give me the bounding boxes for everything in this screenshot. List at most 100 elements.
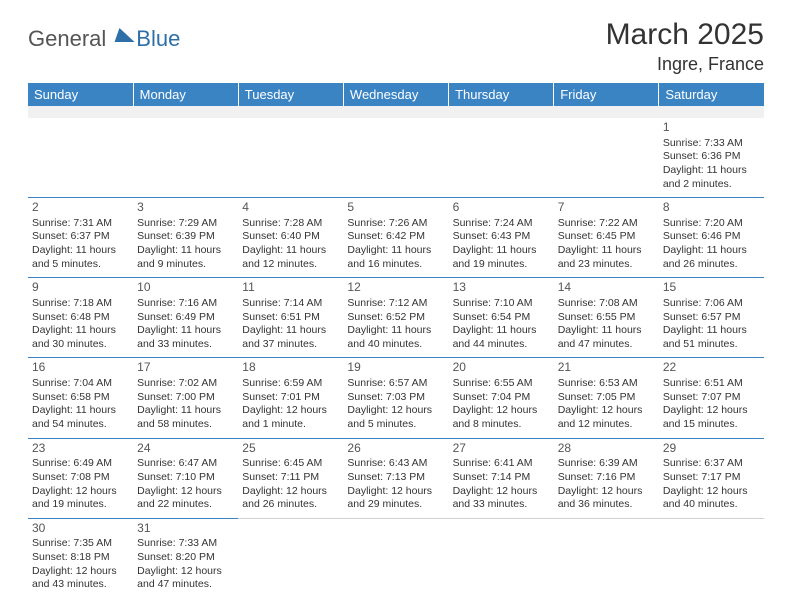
sunrise-line: Sunrise: 7:08 AM: [558, 297, 655, 311]
day-number: 15: [663, 280, 760, 296]
daylight-line: Daylight: 11 hours and 2 minutes.: [663, 164, 760, 191]
day-number: 21: [558, 360, 655, 376]
day-number: 24: [137, 441, 234, 457]
sunset-line: Sunset: 7:08 PM: [32, 471, 129, 485]
sunset-line: Sunset: 6:43 PM: [453, 230, 550, 244]
sunset-line: Sunset: 6:46 PM: [663, 230, 760, 244]
calendar-cell: 10Sunrise: 7:16 AMSunset: 6:49 PMDayligh…: [133, 278, 238, 358]
day-number: 17: [137, 360, 234, 376]
calendar-table: Sunday Monday Tuesday Wednesday Thursday…: [28, 83, 764, 598]
day-number: 10: [137, 280, 234, 296]
calendar-cell: 20Sunrise: 6:55 AMSunset: 7:04 PMDayligh…: [449, 358, 554, 438]
sunrise-line: Sunrise: 7:16 AM: [137, 297, 234, 311]
sunset-line: Sunset: 7:01 PM: [242, 391, 339, 405]
calendar-cell: 31Sunrise: 7:33 AMSunset: 8:20 PMDayligh…: [133, 518, 238, 598]
day-number: 1: [663, 120, 760, 136]
sunset-line: Sunset: 7:14 PM: [453, 471, 550, 485]
day-number: 7: [558, 200, 655, 216]
day-number: 30: [32, 521, 129, 537]
logo: General Blue: [28, 26, 180, 52]
day-number: 6: [453, 200, 550, 216]
sunset-line: Sunset: 7:11 PM: [242, 471, 339, 485]
blank-row: [28, 106, 764, 118]
sunrise-line: Sunrise: 6:37 AM: [663, 457, 760, 471]
calendar-cell: 12Sunrise: 7:12 AMSunset: 6:52 PMDayligh…: [343, 278, 448, 358]
daylight-line: Daylight: 11 hours and 19 minutes.: [453, 244, 550, 271]
day-number: 3: [137, 200, 234, 216]
calendar-cell: 16Sunrise: 7:04 AMSunset: 6:58 PMDayligh…: [28, 358, 133, 438]
calendar-row: 9Sunrise: 7:18 AMSunset: 6:48 PMDaylight…: [28, 278, 764, 358]
sunset-line: Sunset: 6:45 PM: [558, 230, 655, 244]
daylight-line: Daylight: 12 hours and 26 minutes.: [242, 485, 339, 512]
sunrise-line: Sunrise: 7:33 AM: [663, 137, 760, 151]
calendar-cell: 24Sunrise: 6:47 AMSunset: 7:10 PMDayligh…: [133, 438, 238, 518]
logo-sail-icon: [110, 28, 135, 42]
calendar-cell: 21Sunrise: 6:53 AMSunset: 7:05 PMDayligh…: [554, 358, 659, 438]
header: General Blue March 2025 Ingre, France: [28, 18, 764, 75]
calendar-cell: [28, 118, 133, 198]
daylight-line: Daylight: 11 hours and 54 minutes.: [32, 404, 129, 431]
sunrise-line: Sunrise: 7:12 AM: [347, 297, 444, 311]
calendar-cell: [238, 518, 343, 598]
sunset-line: Sunset: 7:16 PM: [558, 471, 655, 485]
daylight-line: Daylight: 12 hours and 22 minutes.: [137, 485, 234, 512]
sunrise-line: Sunrise: 7:31 AM: [32, 217, 129, 231]
calendar-cell: [554, 518, 659, 598]
calendar-cell: 27Sunrise: 6:41 AMSunset: 7:14 PMDayligh…: [449, 438, 554, 518]
sunrise-line: Sunrise: 6:41 AM: [453, 457, 550, 471]
daylight-line: Daylight: 12 hours and 12 minutes.: [558, 404, 655, 431]
calendar-cell: [133, 118, 238, 198]
sunset-line: Sunset: 6:37 PM: [32, 230, 129, 244]
calendar-cell: 6Sunrise: 7:24 AMSunset: 6:43 PMDaylight…: [449, 198, 554, 278]
weekday-header: Sunday: [28, 83, 133, 106]
calendar-cell: 22Sunrise: 6:51 AMSunset: 7:07 PMDayligh…: [659, 358, 764, 438]
calendar-cell: 9Sunrise: 7:18 AMSunset: 6:48 PMDaylight…: [28, 278, 133, 358]
sunset-line: Sunset: 8:18 PM: [32, 551, 129, 565]
sunrise-line: Sunrise: 6:47 AM: [137, 457, 234, 471]
sunset-line: Sunset: 6:39 PM: [137, 230, 234, 244]
day-number: 31: [137, 521, 234, 537]
daylight-line: Daylight: 12 hours and 43 minutes.: [32, 565, 129, 592]
calendar-cell: 25Sunrise: 6:45 AMSunset: 7:11 PMDayligh…: [238, 438, 343, 518]
day-number: 27: [453, 441, 550, 457]
daylight-line: Daylight: 11 hours and 12 minutes.: [242, 244, 339, 271]
sunrise-line: Sunrise: 6:43 AM: [347, 457, 444, 471]
sunrise-line: Sunrise: 7:14 AM: [242, 297, 339, 311]
calendar-cell: 15Sunrise: 7:06 AMSunset: 6:57 PMDayligh…: [659, 278, 764, 358]
sunrise-line: Sunrise: 7:35 AM: [32, 537, 129, 551]
day-number: 23: [32, 441, 129, 457]
calendar-head: Sunday Monday Tuesday Wednesday Thursday…: [28, 83, 764, 106]
daylight-line: Daylight: 11 hours and 30 minutes.: [32, 324, 129, 351]
calendar-cell: 26Sunrise: 6:43 AMSunset: 7:13 PMDayligh…: [343, 438, 448, 518]
calendar-body: 1Sunrise: 7:33 AMSunset: 6:36 PMDaylight…: [28, 106, 764, 598]
daylight-line: Daylight: 11 hours and 40 minutes.: [347, 324, 444, 351]
calendar-cell: 17Sunrise: 7:02 AMSunset: 7:00 PMDayligh…: [133, 358, 238, 438]
sunrise-line: Sunrise: 7:04 AM: [32, 377, 129, 391]
day-number: 5: [347, 200, 444, 216]
calendar-cell: 2Sunrise: 7:31 AMSunset: 6:37 PMDaylight…: [28, 198, 133, 278]
daylight-line: Daylight: 11 hours and 44 minutes.: [453, 324, 550, 351]
daylight-line: Daylight: 12 hours and 19 minutes.: [32, 485, 129, 512]
sunrise-line: Sunrise: 6:53 AM: [558, 377, 655, 391]
sunrise-line: Sunrise: 7:33 AM: [137, 537, 234, 551]
logo-text-general: General: [28, 26, 106, 52]
daylight-line: Daylight: 12 hours and 1 minute.: [242, 404, 339, 431]
calendar-cell: 8Sunrise: 7:20 AMSunset: 6:46 PMDaylight…: [659, 198, 764, 278]
day-number: 14: [558, 280, 655, 296]
calendar-cell: [659, 518, 764, 598]
sunset-line: Sunset: 6:49 PM: [137, 311, 234, 325]
sunset-line: Sunset: 7:13 PM: [347, 471, 444, 485]
sunrise-line: Sunrise: 6:59 AM: [242, 377, 339, 391]
weekday-header: Friday: [554, 83, 659, 106]
calendar-cell: [238, 118, 343, 198]
sunset-line: Sunset: 6:42 PM: [347, 230, 444, 244]
sunset-line: Sunset: 8:20 PM: [137, 551, 234, 565]
sunrise-line: Sunrise: 7:06 AM: [663, 297, 760, 311]
sunset-line: Sunset: 7:05 PM: [558, 391, 655, 405]
sunrise-line: Sunrise: 7:24 AM: [453, 217, 550, 231]
day-number: 25: [242, 441, 339, 457]
sunrise-line: Sunrise: 7:26 AM: [347, 217, 444, 231]
calendar-cell: 19Sunrise: 6:57 AMSunset: 7:03 PMDayligh…: [343, 358, 448, 438]
weekday-header: Wednesday: [343, 83, 448, 106]
day-number: 11: [242, 280, 339, 296]
